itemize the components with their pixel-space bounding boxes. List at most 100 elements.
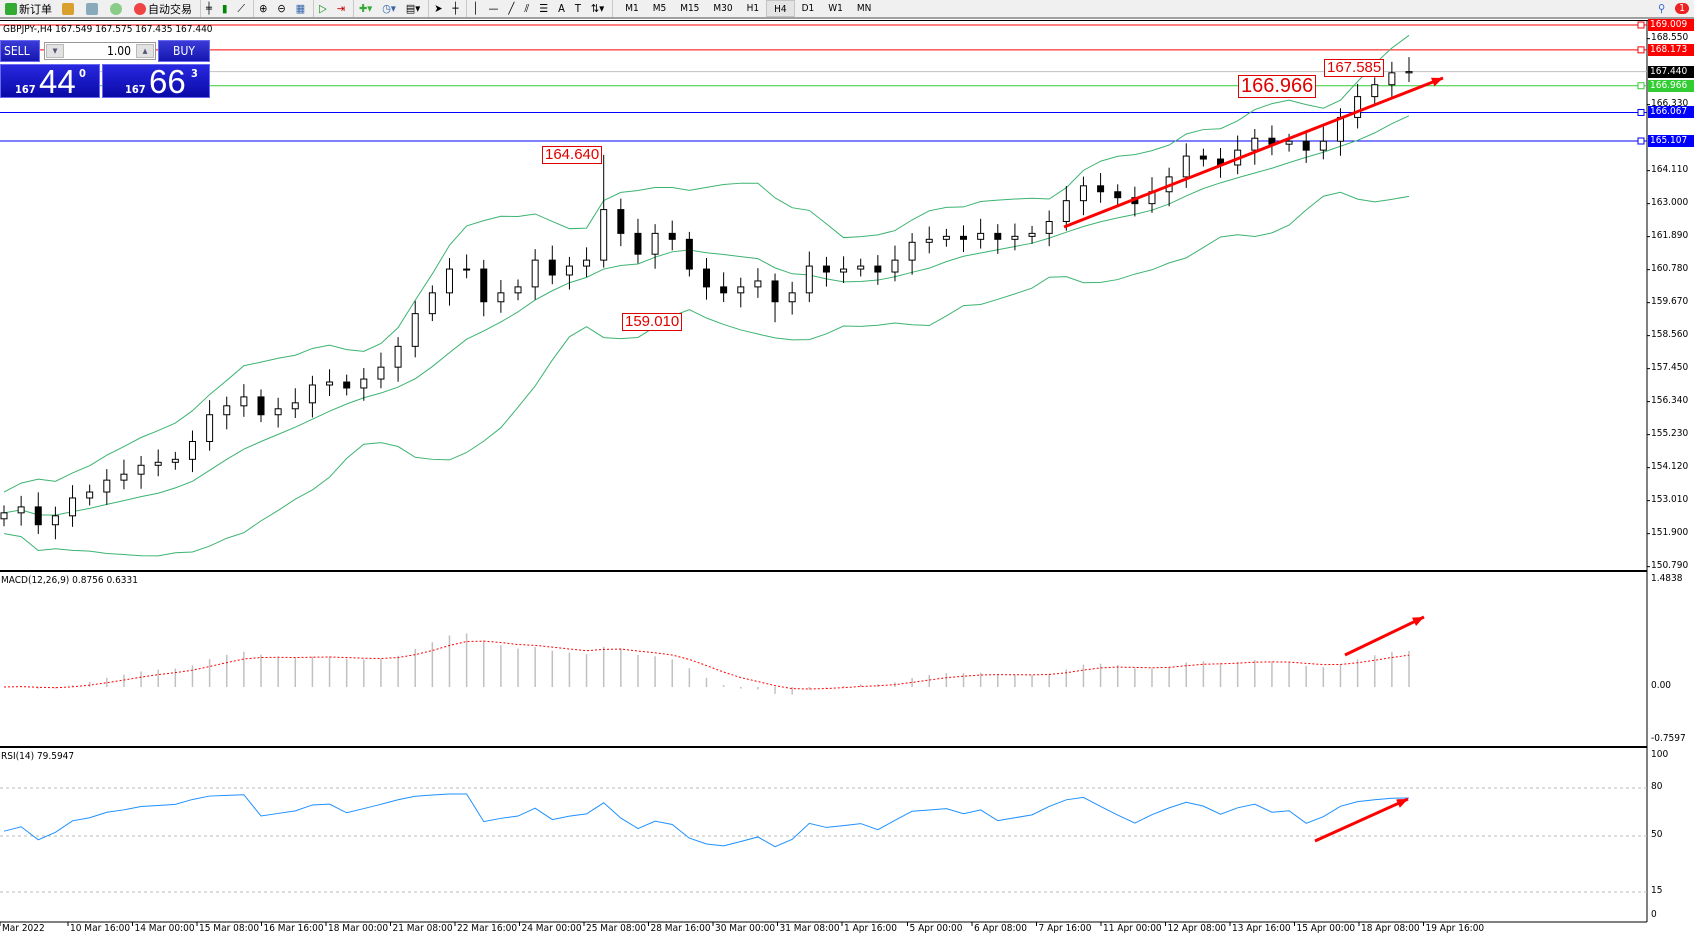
periods-button[interactable]: ◷▾ — [377, 0, 401, 17]
candle-body — [0, 512, 8, 520]
timeframe-w1[interactable]: W1 — [828, 3, 843, 14]
cloud-button[interactable] — [81, 0, 105, 17]
time-axis-label: 5 Apr 00:00 — [909, 923, 963, 934]
trend-arrow-main-head — [1431, 77, 1443, 87]
channel-button[interactable]: ⫽ — [519, 0, 534, 17]
signals-button[interactable] — [105, 0, 129, 17]
annotation-level[interactable]: 166.966 — [1238, 75, 1317, 98]
search-button[interactable]: ⚲ — [1653, 0, 1670, 17]
crosshair-icon: ┼ — [452, 2, 459, 15]
candle-body — [1371, 84, 1379, 98]
candle-body — [1079, 185, 1087, 202]
level-price-tag: 165.107 — [1648, 135, 1694, 147]
timeframe-h4[interactable]: H4 — [766, 0, 795, 17]
timeframe-h1[interactable]: H1 — [746, 3, 760, 14]
text-label-button[interactable]: T — [570, 0, 586, 17]
candle-body — [103, 479, 111, 493]
autoscroll-button[interactable]: ▷ — [313, 0, 332, 17]
bar-chart-icon: ╪ — [206, 2, 212, 15]
level-price-tag: 168.173 — [1648, 43, 1694, 56]
chart-shift-icon: ⇥ — [336, 2, 345, 15]
candle-body — [497, 292, 505, 303]
candle-body — [188, 440, 196, 460]
line-chart-icon: ⟋ — [237, 1, 246, 15]
level-handle — [1637, 108, 1645, 116]
horizontal-line-button[interactable]: — — [483, 0, 503, 17]
lot-size-input[interactable]: 1.00 — [44, 42, 156, 60]
chart-symbol-info: GBPJPY-,H4 167.549 167.575 167.435 167.4… — [3, 24, 213, 35]
candle-body — [308, 384, 316, 404]
timeframe-m5[interactable]: M5 — [652, 3, 667, 14]
lot-increase-button[interactable]: ▲ — [136, 44, 154, 58]
one-click-trading-panel: SELL 1.00 ▼ ▲ BUY 167 44 0 167 66 3 — [0, 40, 210, 100]
metaeditor-button[interactable] — [57, 0, 81, 17]
candle-body — [291, 402, 299, 410]
zoom-in-button[interactable]: ⊕ — [253, 0, 272, 17]
time-axis-label: 16 Mar 16:00 — [263, 923, 324, 934]
candle-body — [1319, 140, 1327, 151]
time-axis-label: 10 Mar 16:00 — [70, 923, 131, 934]
candle-body — [377, 366, 385, 380]
bid-price-button[interactable]: 167 44 0 — [0, 63, 100, 100]
template-icon: ▤▾ — [405, 2, 421, 15]
timeframe-m15[interactable]: M15 — [680, 3, 700, 14]
time-axis-label: 28 Mar 16:00 — [650, 923, 711, 934]
time-axis-label: 21 Mar 08:00 — [392, 923, 453, 934]
trend-arrow-main — [1063, 76, 1444, 229]
candle-body — [1354, 96, 1362, 118]
bollinger-middle — [3, 115, 1410, 516]
timeframe-m1[interactable]: M1 — [625, 3, 639, 14]
timeframe-mn[interactable]: MN — [856, 3, 872, 14]
trendline-icon: ╱ — [508, 2, 515, 15]
candle-body — [908, 241, 916, 261]
fibonacci-button[interactable]: ☰ — [534, 0, 553, 17]
sell-button[interactable]: SELL — [0, 40, 40, 62]
crosshair-button[interactable]: ┼ — [448, 0, 464, 17]
new-order-button[interactable]: 新订单 — [0, 0, 57, 17]
price-tick-label: 156.340 — [1651, 394, 1689, 406]
indicators-button[interactable]: ✚▾ — [353, 0, 377, 17]
annotation-high[interactable]: 164.640 — [542, 146, 603, 164]
candle-body — [617, 209, 625, 234]
text-button[interactable]: A — [553, 0, 570, 17]
timeframe-d1[interactable]: D1 — [801, 3, 815, 14]
time-axis-label: 12 Apr 08:00 — [1167, 923, 1227, 934]
templates-button[interactable]: ▤▾ — [401, 0, 425, 17]
level-price-tag: 166.966 — [1648, 79, 1694, 92]
auto-trading-button[interactable]: 自动交易 — [129, 0, 197, 17]
vertical-line-button[interactable]: │ — [466, 0, 483, 17]
candle-body — [17, 506, 25, 514]
candle-body — [977, 232, 985, 240]
chart-canvas[interactable] — [0, 20, 1694, 937]
time-axis-label: 22 Mar 16:00 — [457, 923, 518, 934]
price-tick-label: 150.790 — [1651, 559, 1689, 571]
zoom-out-icon: ⊖ — [277, 2, 286, 15]
cursor-button[interactable]: ➤ — [428, 0, 447, 17]
annotation-last[interactable]: 167.585 — [1324, 59, 1385, 77]
chart-shift-button[interactable]: ⇥ — [332, 0, 350, 17]
buy-button[interactable]: BUY — [158, 40, 210, 62]
text-icon: A — [558, 2, 565, 15]
candle-body — [925, 238, 933, 243]
tile-windows-button[interactable]: ▦ — [291, 0, 310, 17]
arrows-button[interactable]: ⇅▾ — [586, 0, 609, 17]
candle-body — [445, 268, 453, 294]
candlestick-icon: ▮ — [221, 2, 228, 15]
trend-arrow-macd-head — [1412, 617, 1424, 627]
ask-price-button[interactable]: 167 66 3 — [102, 63, 210, 100]
candle-body — [565, 265, 573, 276]
candle-chart-button[interactable]: ▮ — [217, 0, 232, 17]
zoom-out-button[interactable]: ⊖ — [272, 0, 290, 17]
price-tick-label: 151.900 — [1651, 526, 1689, 538]
lot-decrease-button[interactable]: ▼ — [46, 44, 64, 58]
candle-body — [874, 265, 882, 273]
candle-body — [1199, 155, 1207, 160]
timeframe-m30[interactable]: M30 — [713, 3, 733, 14]
bar-chart-button[interactable]: ╪ — [200, 0, 217, 17]
trendline-button[interactable]: ╱ — [503, 0, 519, 17]
notifications-button[interactable]: 1 — [1670, 0, 1694, 17]
macd-axis-label: 0.00 — [1651, 680, 1672, 691]
line-chart-button[interactable]: ⟋ — [232, 0, 250, 17]
annotation-low[interactable]: 159.010 — [622, 313, 683, 331]
level-handle — [1637, 21, 1645, 29]
